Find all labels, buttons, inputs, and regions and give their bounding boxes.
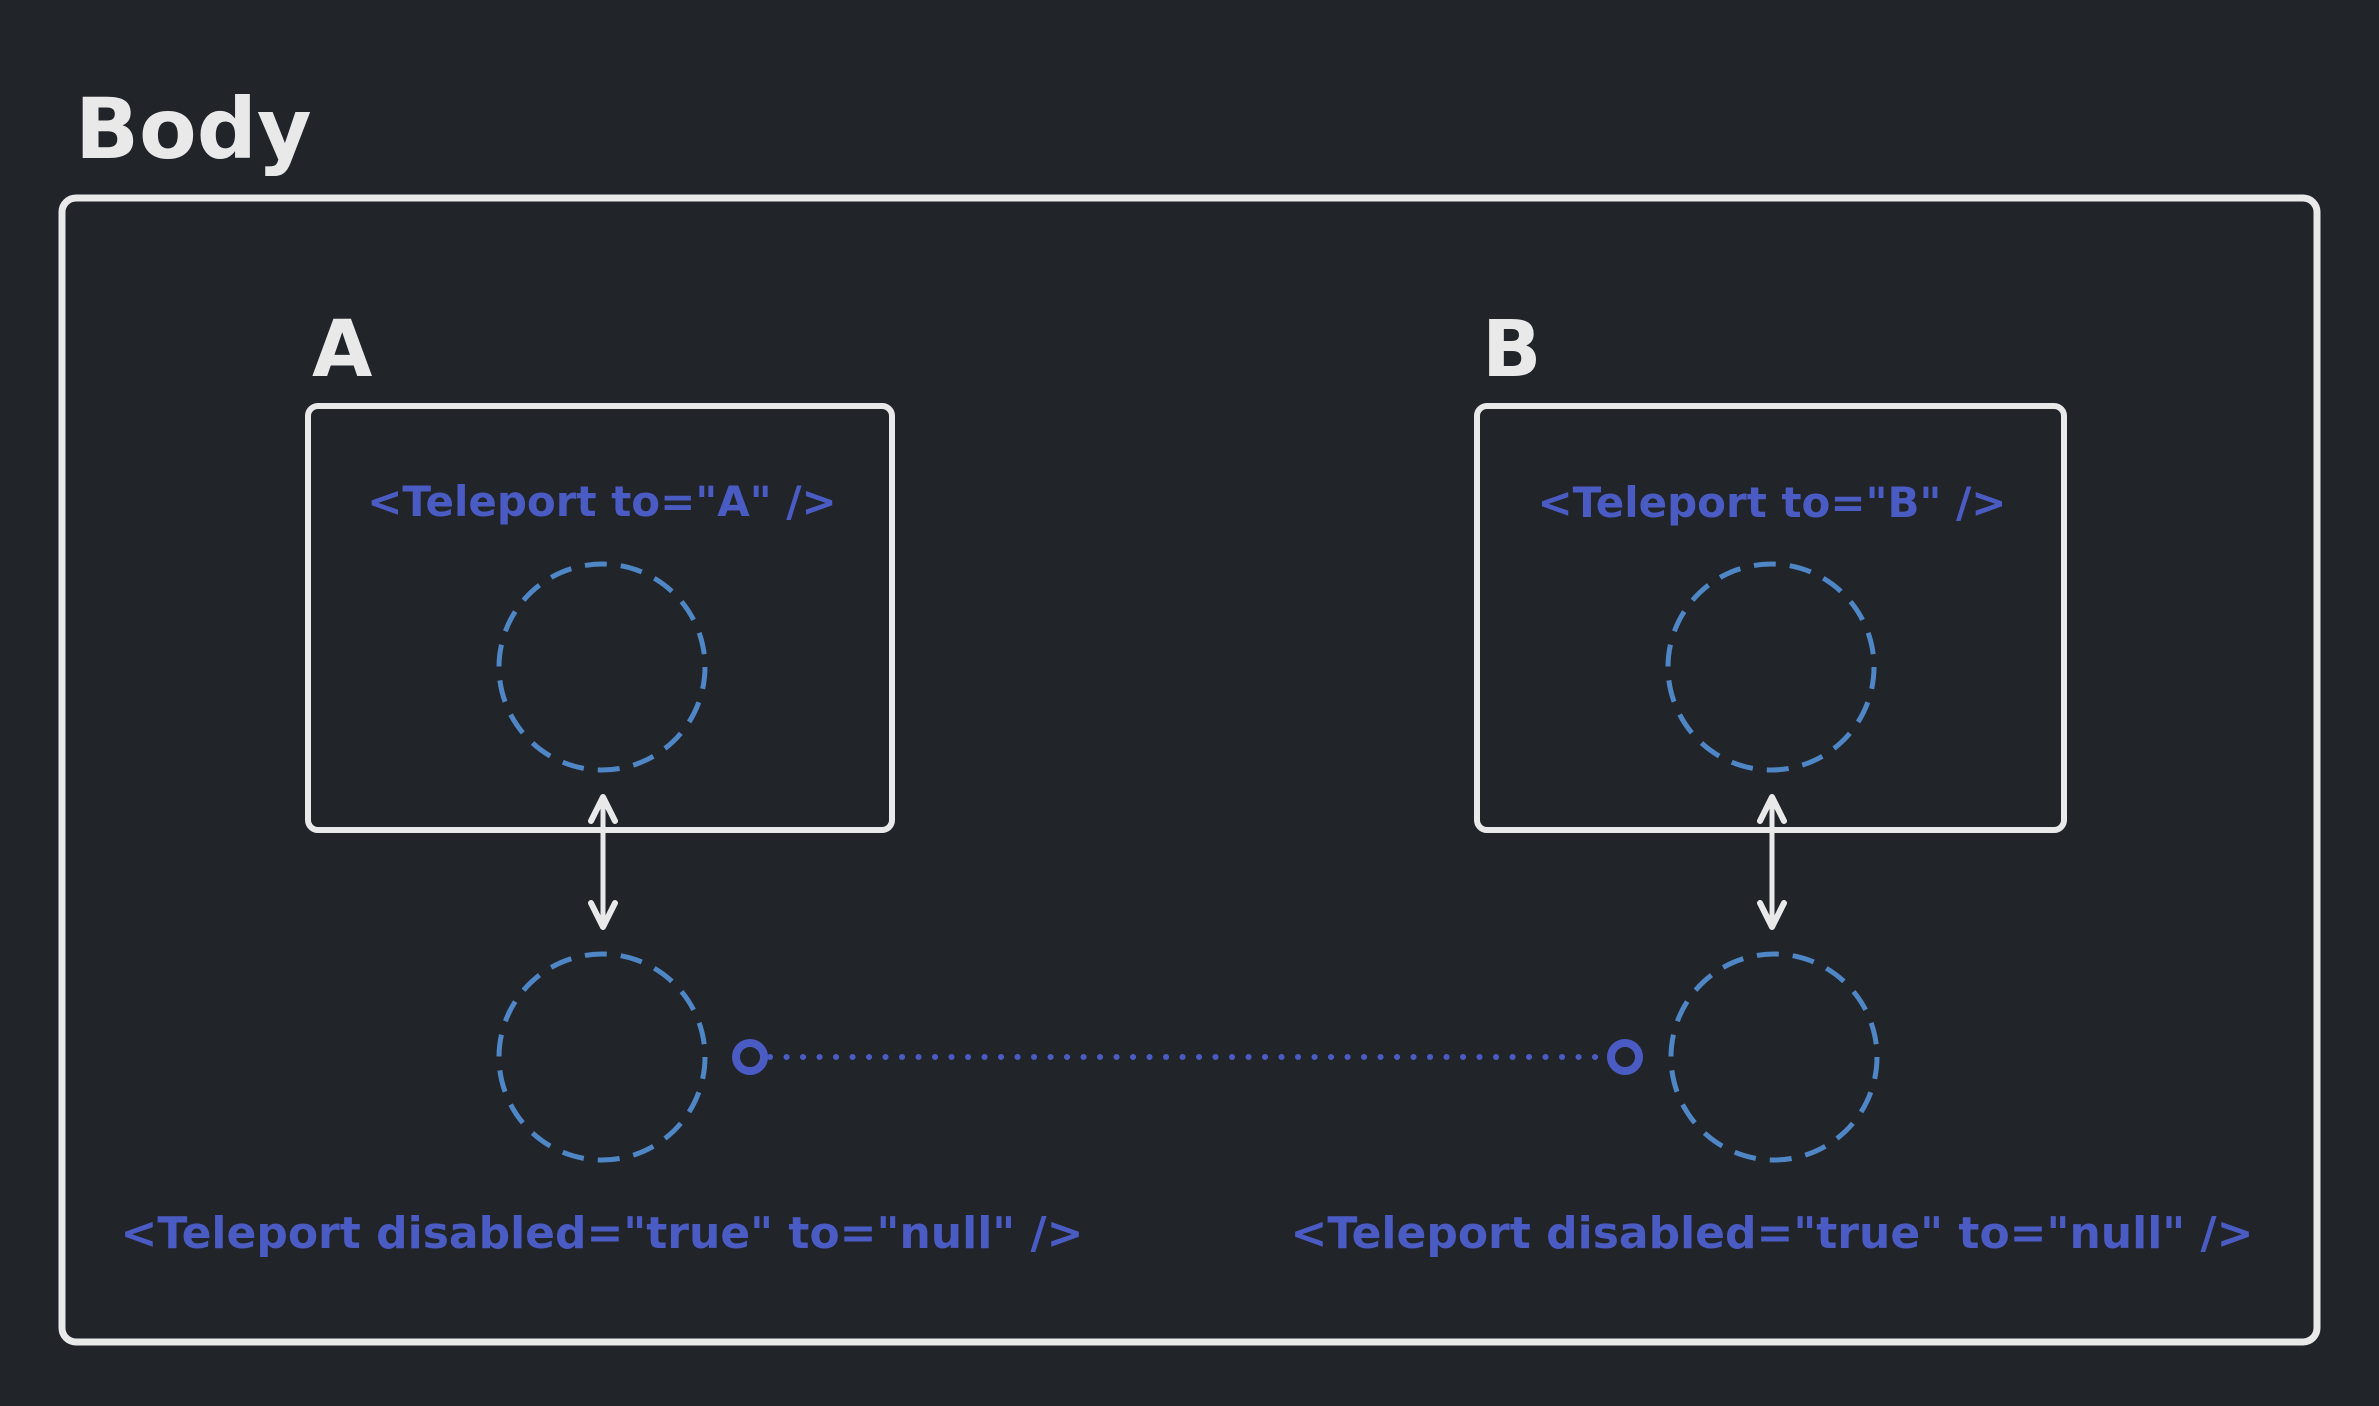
container-a-title: A xyxy=(312,305,372,395)
teleport-b-label: <Teleport to="B" /> xyxy=(1537,478,2006,527)
teleport-a-label: <Teleport to="A" /> xyxy=(367,477,837,526)
body-container xyxy=(58,194,2321,1346)
connector-endpoint-left xyxy=(732,1039,768,1075)
disabled-left-circle xyxy=(496,951,708,1163)
body-title: Body xyxy=(75,80,312,178)
container-b-title: B xyxy=(1482,305,1541,395)
disabled-right-circle xyxy=(1668,951,1880,1163)
connector-endpoint-right xyxy=(1607,1039,1643,1075)
container-b xyxy=(1474,403,2067,833)
container-a xyxy=(305,403,895,833)
teleport-b-target-circle xyxy=(1665,561,1877,773)
disabled-right-label: <Teleport disabled="true" to="null" /> xyxy=(1291,1208,2254,1259)
teleport-a-target-circle xyxy=(496,561,708,773)
disabled-left-label: <Teleport disabled="true" to="null" /> xyxy=(121,1208,1084,1259)
